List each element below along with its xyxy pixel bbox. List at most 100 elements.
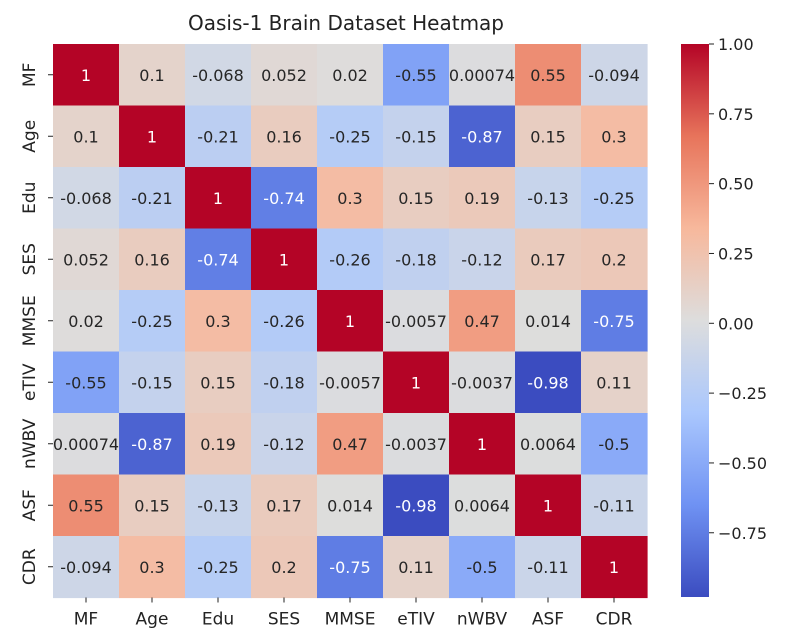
cell-value-label: -0.15 [395, 127, 436, 146]
heatmap-cell [515, 474, 582, 537]
x-tick-label: MMSE [325, 610, 376, 630]
y-tick-label: CDR [20, 548, 40, 585]
cell-value-label: 0.17 [530, 250, 566, 269]
x-tick-label: CDR [596, 610, 633, 630]
cell-value-label: 0.47 [332, 435, 368, 454]
heatmap-cell [53, 167, 120, 230]
heatmap-cell [317, 474, 384, 537]
heatmap-cell [515, 536, 582, 599]
cell-value-label: -0.094 [60, 558, 112, 577]
cell-value-label: 1 [279, 250, 289, 269]
cell-value-label: -0.87 [461, 127, 502, 146]
cell-value-label: -0.18 [263, 373, 304, 392]
heatmap-cell [251, 474, 318, 537]
heatmap-cell [119, 351, 186, 414]
cell-value-label: 0.1 [139, 66, 164, 85]
heatmap-cell [383, 351, 450, 414]
heatmap-cell [515, 413, 582, 476]
cell-value-label: -0.13 [197, 496, 238, 515]
cell-value-label: -0.74 [263, 189, 304, 208]
heatmap-cell [449, 228, 516, 291]
y-tick-label: SES [20, 243, 40, 275]
heatmap-cell [383, 105, 450, 168]
cell-value-label: 0.19 [200, 435, 236, 454]
heatmap-cell [53, 105, 120, 168]
heatmap-cell [251, 44, 318, 107]
cell-value-label: 0.00074 [53, 435, 119, 454]
cell-value-label: -0.26 [263, 312, 304, 331]
heatmap-cell [581, 228, 648, 291]
heatmap-cell [449, 290, 516, 353]
heatmap-cells: 1 0.1 -0.068 0.052 0.02 -0.55 0.00074 0.55 -0.09… [53, 44, 648, 599]
heatmap-cell [515, 351, 582, 414]
cell-value-label: 0.3 [337, 189, 362, 208]
y-tick-label: ASF [20, 489, 40, 521]
cell-value-label: -0.21 [131, 189, 172, 208]
cell-value-label: 1 [543, 496, 553, 515]
cell-value-label: 0.02 [68, 312, 104, 331]
cell-value-label: -0.87 [131, 435, 172, 454]
cell-value-label: -0.0057 [319, 373, 381, 392]
colorbar-tick-label: −0.25 [718, 384, 767, 403]
colorbar-ticks: 1.00 0.75 0.50 0.25 0.00 −0.25 −0.50 −0.75 [709, 35, 767, 543]
y-tick-label: nWBV [20, 418, 40, 469]
heatmap-cell [581, 536, 648, 599]
cell-value-label: -0.98 [395, 496, 436, 515]
heatmap-cell [185, 290, 252, 353]
heatmap-cell [119, 474, 186, 537]
cell-value-label: -0.094 [588, 66, 640, 85]
colorbar-tick-label: 0.00 [718, 314, 754, 333]
cell-value-label: 0.15 [200, 373, 236, 392]
cell-value-label: 1 [609, 558, 619, 577]
heatmap-cell [119, 105, 186, 168]
colorbar-tick-label: 0.25 [718, 244, 754, 263]
heatmap-cell [251, 536, 318, 599]
cell-value-label: 1 [81, 66, 91, 85]
x-tick-label: SES [268, 610, 300, 630]
cell-value-label: 0.02 [332, 66, 368, 85]
heatmap-cell [515, 290, 582, 353]
cell-value-label: 0.47 [464, 312, 500, 331]
heatmap-cell [53, 44, 120, 107]
cell-value-label: 0.15 [398, 189, 434, 208]
cell-value-label: -0.74 [197, 250, 238, 269]
cell-value-label: 0.11 [596, 373, 632, 392]
cell-value-label: -0.12 [263, 435, 304, 454]
colorbar-tick-label: 0.75 [718, 105, 754, 124]
cell-value-label: -0.068 [192, 66, 244, 85]
heatmap-cell [119, 536, 186, 599]
heatmap-cell [449, 474, 516, 537]
colorbar-tick-label: −0.75 [718, 524, 767, 543]
x-tick-label: Edu [202, 610, 234, 630]
heatmap-cell [251, 351, 318, 414]
heatmap-cell [119, 290, 186, 353]
cell-value-label: -0.25 [197, 558, 238, 577]
heatmap-cell [119, 44, 186, 107]
cell-value-label: 0.15 [134, 496, 170, 515]
heatmap-cell [251, 167, 318, 230]
heatmap-cell [383, 44, 450, 107]
cell-value-label: 0.16 [266, 127, 302, 146]
cell-value-label: -0.75 [329, 558, 370, 577]
heatmap-cell [317, 44, 384, 107]
heatmap-cell [581, 351, 648, 414]
heatmap-cell [449, 536, 516, 599]
heatmap-cell [185, 44, 252, 107]
cell-value-label: -0.15 [131, 373, 172, 392]
cell-value-label: 1 [345, 312, 355, 331]
heatmap-cell [449, 351, 516, 414]
x-tick-label: nWBV [457, 610, 508, 630]
cell-value-label: 0.19 [464, 189, 500, 208]
heatmap-cell [53, 474, 120, 537]
cell-value-label: -0.13 [527, 189, 568, 208]
y-axis: MF Age Edu SES MMSE eTIV nWBV ASF CDR [20, 63, 53, 585]
x-tick-label: MF [74, 610, 98, 630]
cell-value-label: -0.11 [527, 558, 568, 577]
heatmap-cell [581, 474, 648, 537]
heatmap-cell [185, 474, 252, 537]
heatmap-cell [53, 413, 120, 476]
cell-value-label: 0.00074 [449, 66, 515, 85]
heatmap-cell [515, 167, 582, 230]
